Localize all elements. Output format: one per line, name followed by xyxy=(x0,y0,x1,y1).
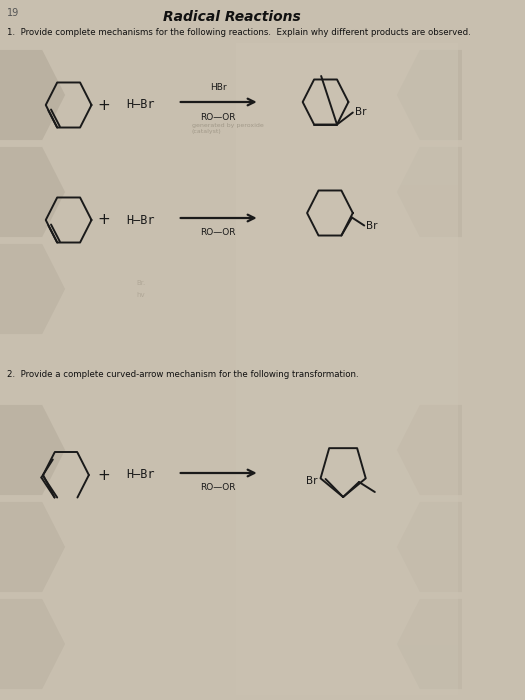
Polygon shape xyxy=(0,405,65,495)
Text: 1.  Provide complete mechanisms for the following reactions.  Explain why differ: 1. Provide complete mechanisms for the f… xyxy=(7,28,471,37)
Bar xyxy=(236,435,457,550)
Text: +: + xyxy=(98,468,110,482)
Polygon shape xyxy=(0,599,65,689)
Text: 2.  Provide a complete curved-arrow mechanism for the following transformation.: 2. Provide a complete curved-arrow mecha… xyxy=(7,370,359,379)
Bar xyxy=(236,550,457,645)
Text: RO—OR: RO—OR xyxy=(201,483,236,492)
Text: +: + xyxy=(98,97,110,113)
Text: Br: Br xyxy=(306,476,318,486)
Bar xyxy=(236,185,457,340)
Text: hv: hv xyxy=(136,292,145,298)
Text: +: + xyxy=(98,213,110,228)
Polygon shape xyxy=(0,147,65,237)
Polygon shape xyxy=(397,599,488,689)
Polygon shape xyxy=(397,502,488,592)
Bar xyxy=(236,43,457,185)
Polygon shape xyxy=(397,147,488,237)
Text: H—Br: H—Br xyxy=(127,468,155,482)
Text: Br: Br xyxy=(354,106,366,116)
Text: Radical Reactions: Radical Reactions xyxy=(163,10,300,24)
Text: 19: 19 xyxy=(7,8,19,18)
Polygon shape xyxy=(0,50,65,140)
Polygon shape xyxy=(0,502,65,592)
Text: RO—OR: RO—OR xyxy=(201,113,236,122)
Polygon shape xyxy=(0,244,65,334)
Text: Br: Br xyxy=(366,220,377,230)
Polygon shape xyxy=(397,50,488,140)
Bar xyxy=(236,645,457,695)
Text: generated by peroxide
(catalyst): generated by peroxide (catalyst) xyxy=(192,123,264,134)
Text: H—Br: H—Br xyxy=(127,214,155,227)
Text: Br.: Br. xyxy=(136,280,145,286)
Text: HBr: HBr xyxy=(210,83,226,92)
Bar xyxy=(236,340,457,435)
Text: H—Br: H—Br xyxy=(127,99,155,111)
Text: RO—OR: RO—OR xyxy=(201,228,236,237)
Polygon shape xyxy=(397,405,488,495)
